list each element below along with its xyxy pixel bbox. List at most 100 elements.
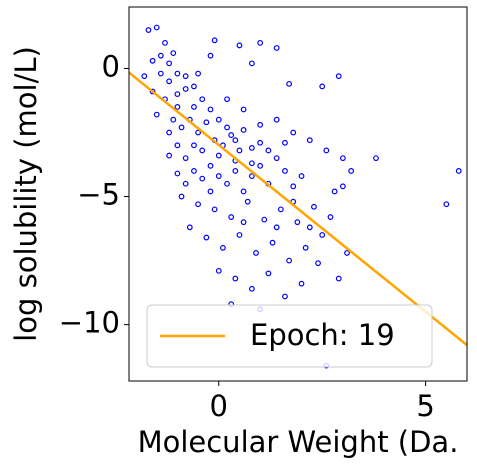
scatter-point <box>149 88 156 95</box>
scatter-point <box>290 183 297 190</box>
scatter-point <box>186 224 193 231</box>
scatter-point <box>182 86 189 92</box>
scatter-point <box>257 139 264 146</box>
scatter-point <box>178 193 185 200</box>
scatter-point <box>443 201 450 208</box>
scatter-point <box>199 175 206 182</box>
scatter-point <box>224 96 230 103</box>
scatter-point <box>240 127 247 133</box>
scatter-point <box>302 244 309 251</box>
scatter-point <box>335 73 342 80</box>
scatter-point <box>178 124 185 131</box>
scatter-point <box>282 293 288 300</box>
scatter-point <box>323 147 330 154</box>
scatter-point <box>174 91 181 97</box>
scatter-point <box>211 206 218 213</box>
scatter-point <box>373 155 379 162</box>
scatter-point <box>232 168 239 174</box>
scatter-point <box>248 60 255 67</box>
scatter-point <box>335 275 342 282</box>
scatter-point <box>157 70 164 77</box>
scatter-point <box>240 188 247 195</box>
scatter-point <box>286 80 293 87</box>
scatter-point <box>224 124 230 131</box>
scatter-point <box>294 219 301 226</box>
axes-frame <box>128 6 468 382</box>
scatter-point <box>228 214 235 220</box>
scatter-point <box>273 224 280 231</box>
scatter-point <box>166 60 173 67</box>
scatter-point <box>191 168 197 174</box>
scatter-point <box>191 104 197 110</box>
scatter-point <box>248 144 255 151</box>
scatter-point <box>273 155 280 162</box>
scatter-point <box>145 27 152 33</box>
scatter-point <box>174 70 181 77</box>
legend-box <box>146 304 433 368</box>
scatter-point <box>153 111 160 118</box>
scatter-point <box>199 96 206 103</box>
scatter-point <box>261 216 268 223</box>
scatter-point <box>220 244 226 251</box>
scatter-point <box>315 260 321 267</box>
scatter-point <box>195 70 201 77</box>
scatter-point <box>166 152 173 159</box>
scatter-point <box>207 162 214 169</box>
x-tick-label: 0 <box>210 389 228 423</box>
scatter-point <box>232 275 239 282</box>
scatter-point <box>306 224 313 231</box>
scatter-point <box>162 39 168 46</box>
scatter-point <box>257 121 264 128</box>
scatter-point <box>215 116 222 123</box>
scatter-point <box>207 106 214 113</box>
scatter-point <box>236 42 243 49</box>
y-tick-label: 0 <box>102 49 120 83</box>
scatter-point <box>282 139 288 146</box>
y-axis-label: log solubility (mol/L) <box>9 46 43 342</box>
y-tick-label: −5 <box>77 178 120 212</box>
scatter-point <box>282 168 288 174</box>
scatter-point <box>286 257 293 264</box>
scatter-point <box>319 232 326 238</box>
scatter-point <box>195 129 201 136</box>
scatter-point <box>207 52 214 59</box>
scatter-point <box>344 250 350 256</box>
scatter-point <box>331 188 338 195</box>
scatter-point <box>215 267 222 274</box>
scatter-point <box>215 152 222 159</box>
scatter-point <box>157 52 164 59</box>
scatter-point <box>166 78 173 85</box>
scatter-point <box>265 147 272 154</box>
scatter-point <box>174 142 181 149</box>
scatter-point <box>455 168 462 174</box>
scatter-point <box>273 116 280 123</box>
scatter-point <box>306 137 313 144</box>
scatter-point <box>248 285 255 292</box>
legend-label: Epoch: 19 <box>250 318 395 352</box>
scatter-point <box>191 83 197 90</box>
scatter-point <box>253 250 259 256</box>
scatter-point <box>348 168 355 174</box>
scatter-point <box>182 73 189 80</box>
scatter-point <box>269 239 276 246</box>
scatter-point <box>170 50 177 57</box>
scatter-point <box>166 129 173 136</box>
scatter-point <box>298 173 305 179</box>
scatter-point <box>339 183 346 190</box>
scatter-point <box>182 180 189 187</box>
scatter-point <box>248 160 255 167</box>
scatter-point <box>257 39 264 46</box>
scatter-point <box>215 173 222 179</box>
scatter-point <box>224 180 230 187</box>
scatter-point <box>319 83 326 90</box>
scatter-point <box>236 232 243 238</box>
scatter-point <box>170 116 177 123</box>
scatter-point <box>311 203 317 210</box>
scatter-point <box>211 37 218 44</box>
scatter-point <box>248 173 255 179</box>
scatter-point <box>240 106 247 113</box>
scatter-point <box>182 155 189 162</box>
scatter-point <box>327 214 334 220</box>
fit-line <box>129 71 467 347</box>
scatter-point <box>236 147 243 154</box>
